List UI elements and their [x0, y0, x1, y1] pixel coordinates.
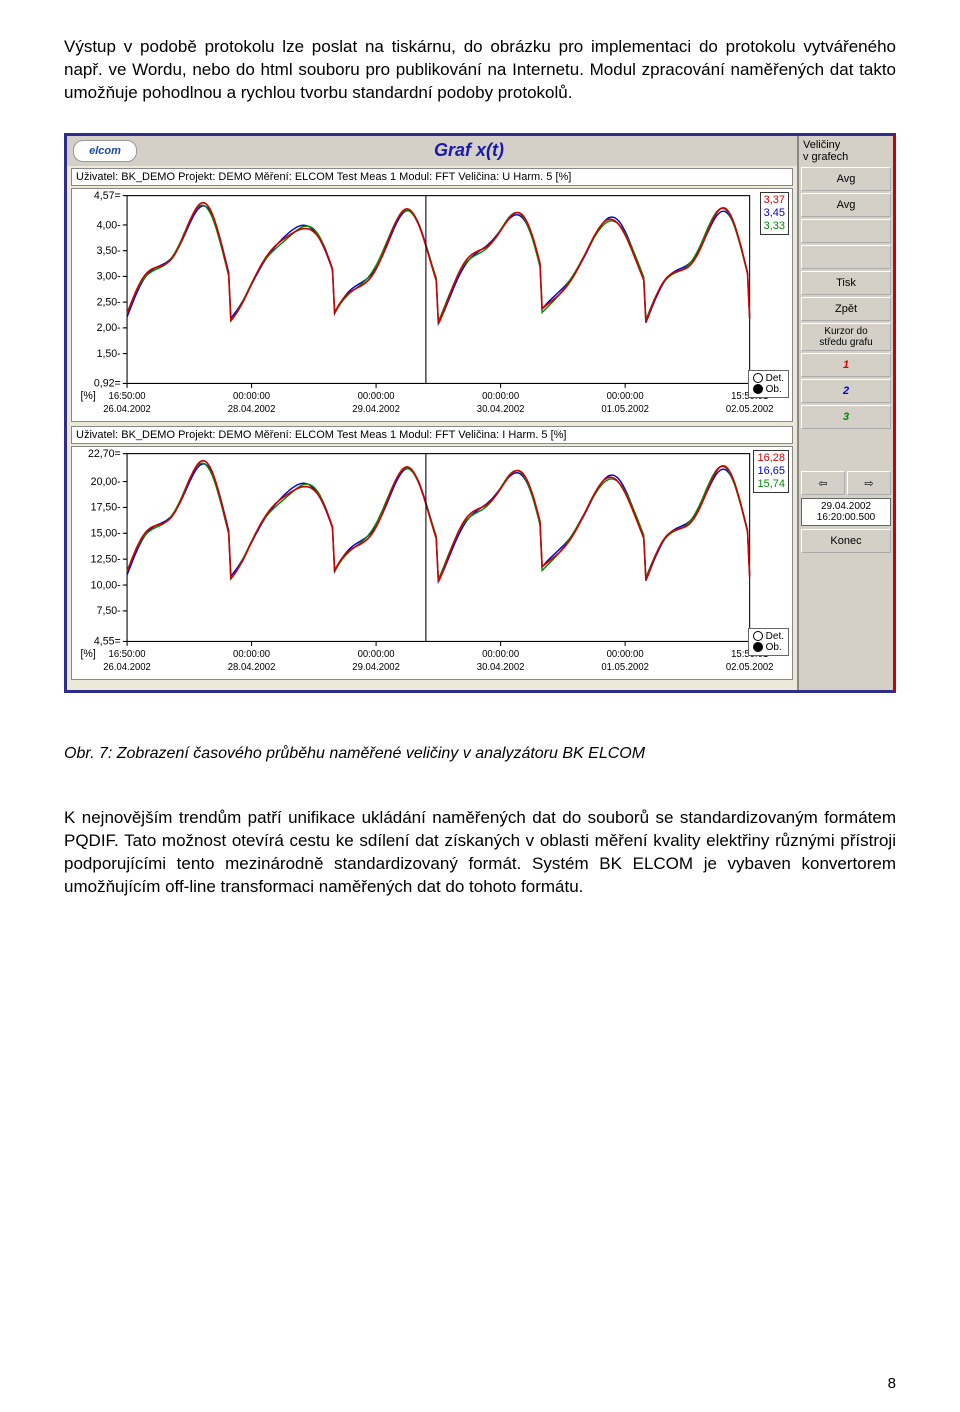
zpet-button[interactable]: Zpět [801, 297, 891, 321]
svg-text:29.04.2002: 29.04.2002 [352, 662, 400, 673]
svg-text:2,50-: 2,50- [97, 296, 122, 308]
det2-label: Det. [766, 631, 784, 642]
svg-text:26.04.2002: 26.04.2002 [103, 404, 151, 415]
svg-text:22,70=: 22,70= [88, 448, 121, 460]
svg-text:15,00-: 15,00- [91, 527, 121, 539]
sidebar-time: 16:20:00.500 [805, 512, 887, 523]
svg-text:4,57=: 4,57= [94, 190, 121, 202]
svg-text:00:00:00: 00:00:00 [482, 391, 520, 402]
chart1-detob[interactable]: Det. Ob. [748, 370, 789, 398]
svg-text:1,50-: 1,50- [97, 348, 122, 360]
intro-paragraph: Výstup v podobě protokolu lze poslat na … [64, 36, 896, 105]
chart2-meta: Uživatel: BK_DEMO Projekt: DEMO Měření: … [71, 426, 793, 444]
series3-button[interactable]: 3 [801, 405, 891, 429]
avg-button-2[interactable]: Avg [801, 193, 891, 217]
svg-text:00:00:00: 00:00:00 [358, 391, 396, 402]
konec-button[interactable]: Konec [801, 529, 891, 553]
chart-area: Uživatel: BK_DEMO Projekt: DEMO Měření: … [67, 166, 797, 690]
app-window: elcom Graf x(t) Uživatel: BK_DEMO Projek… [64, 133, 896, 693]
chart1-value-3: 3,33 [764, 220, 785, 233]
kurzor-button[interactable]: Kurzor do středu grafu [801, 323, 891, 351]
radio-ob2-icon[interactable] [753, 642, 763, 652]
svg-text:3,50-: 3,50- [97, 245, 122, 257]
chart2-value-2: 16,65 [757, 465, 785, 478]
svg-text:[%]: [%] [80, 390, 95, 402]
svg-text:01.05.2002: 01.05.2002 [601, 404, 649, 415]
svg-text:00:00:00: 00:00:00 [607, 649, 645, 660]
chart1-cursor-values: 3,37 3,45 3,33 [760, 192, 789, 236]
titlebar: elcom Graf x(t) [67, 136, 797, 166]
sidebar-date: 29.04.2002 [805, 501, 887, 512]
svg-text:7,50-: 7,50- [97, 605, 122, 617]
sidebar-spacer [799, 430, 893, 470]
svg-text:30.04.2002: 30.04.2002 [477, 404, 525, 415]
chart2-svg: 22,70= 20,00- 17,50- 15,00- 12,50- 10,00- 7,50… [71, 446, 793, 680]
svg-text:02.05.2002: 02.05.2002 [726, 662, 774, 673]
svg-text:12,50-: 12,50- [91, 553, 121, 565]
blank-button-1[interactable] [801, 219, 891, 243]
chart2-cursor-values: 16,28 16,65 15,74 [753, 450, 789, 494]
chart1-meta: Uživatel: BK_DEMO Projekt: DEMO Měření: … [71, 168, 793, 186]
tisk-button[interactable]: Tisk [801, 271, 891, 295]
arrow-left-button[interactable]: ⇦ [801, 471, 845, 495]
svg-text:10,00-: 10,00- [91, 579, 121, 591]
svg-text:20,00-: 20,00- [91, 476, 121, 488]
closing-paragraph: K nejnovějším trendům patří unifikace uk… [64, 807, 896, 899]
svg-text:30.04.2002: 30.04.2002 [477, 662, 525, 673]
svg-text:2,00-: 2,00- [97, 322, 122, 334]
window-title: Graf x(t) [147, 140, 791, 161]
svg-text:02.05.2002: 02.05.2002 [726, 404, 774, 415]
ob-label: Ob. [766, 384, 782, 395]
radio-det-icon[interactable] [753, 373, 763, 383]
chart2-value-1: 16,28 [757, 452, 785, 465]
svg-text:00:00:00: 00:00:00 [607, 391, 645, 402]
chart2-detob[interactable]: Det. Ob. [748, 628, 789, 656]
radio-ob-icon[interactable] [753, 384, 763, 394]
series2-button[interactable]: 2 [801, 379, 891, 403]
chart1-value-1: 3,37 [764, 194, 785, 207]
svg-text:28.04.2002: 28.04.2002 [228, 662, 276, 673]
logo: elcom [73, 140, 137, 162]
chart2-plot-row: 22,70= 20,00- 17,50- 15,00- 12,50- 10,00- 7,50… [71, 446, 793, 680]
svg-text:26.04.2002: 26.04.2002 [103, 662, 151, 673]
svg-text:0,92=: 0,92= [94, 377, 121, 389]
svg-text:4,00-: 4,00- [97, 219, 122, 231]
radio-det2-icon[interactable] [753, 631, 763, 641]
svg-text:00:00:00: 00:00:00 [233, 649, 271, 660]
main-area: elcom Graf x(t) Uživatel: BK_DEMO Projek… [67, 136, 797, 690]
chart1-plot-row: 4,57= 4,00- 3,50- 3,00- 2,50- 2,00- 1,50- 0,92=… [71, 188, 793, 422]
svg-text:16:50:00: 16:50:00 [109, 391, 147, 402]
svg-text:[%]: [%] [80, 648, 95, 660]
sidebar: Veličiny v grafech Avg Avg Tisk Zpět Kur… [797, 136, 893, 690]
svg-text:00:00:00: 00:00:00 [358, 649, 396, 660]
chart1-value-2: 3,45 [764, 207, 785, 220]
chart-panel-1: Uživatel: BK_DEMO Projekt: DEMO Měření: … [67, 166, 797, 424]
svg-text:4,55=: 4,55= [94, 635, 121, 647]
svg-text:3,00-: 3,00- [97, 270, 122, 282]
svg-text:00:00:00: 00:00:00 [482, 649, 520, 660]
avg-button-1[interactable]: Avg [801, 167, 891, 191]
chart-panel-2: Uživatel: BK_DEMO Projekt: DEMO Měření: … [67, 424, 797, 682]
svg-text:00:00:00: 00:00:00 [233, 391, 271, 402]
page-number: 8 [888, 1375, 896, 1392]
arrow-right-button[interactable]: ⇨ [847, 471, 891, 495]
svg-text:29.04.2002: 29.04.2002 [352, 404, 400, 415]
chart1-svg: 4,57= 4,00- 3,50- 3,00- 2,50- 2,00- 1,50- 0,92=… [71, 188, 793, 422]
figure-caption: Obr. 7: Zobrazení časového průběhu naměř… [64, 745, 896, 763]
ob2-label: Ob. [766, 642, 782, 653]
series1-button[interactable]: 1 [801, 353, 891, 377]
blank-button-2[interactable] [801, 245, 891, 269]
svg-text:17,50-: 17,50- [91, 501, 121, 513]
svg-text:16:50:00: 16:50:00 [109, 649, 147, 660]
svg-text:01.05.2002: 01.05.2002 [601, 662, 649, 673]
svg-text:28.04.2002: 28.04.2002 [228, 404, 276, 415]
chart2-value-3: 15,74 [757, 478, 785, 491]
sidebar-header: Veličiny v grafech [799, 136, 893, 166]
det-label: Det. [766, 373, 784, 384]
sidebar-datetime: 29.04.2002 16:20:00.500 [801, 498, 891, 526]
